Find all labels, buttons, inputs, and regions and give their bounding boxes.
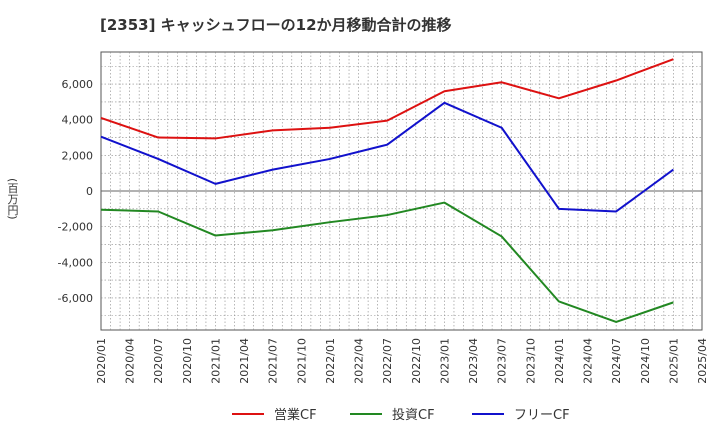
- x-tick-label: 2023/10: [524, 338, 537, 384]
- y-tick-label: -2,000: [58, 221, 93, 234]
- x-tick-label: 2024/04: [582, 338, 595, 384]
- y-tick-label: 0: [86, 185, 93, 198]
- x-tick-label: 2021/10: [295, 338, 308, 384]
- x-tick-label: 2022/04: [353, 338, 366, 384]
- y-tick-label: -4,000: [58, 256, 93, 269]
- y-tick-label: 6,000: [62, 78, 94, 91]
- x-tick-label: 2023/01: [438, 338, 451, 384]
- y-tick-label: 4,000: [62, 114, 94, 127]
- x-tick-label: 2023/07: [496, 338, 509, 384]
- x-tick-label: 2021/01: [209, 338, 222, 384]
- x-tick-label: 2022/01: [324, 338, 337, 384]
- legend-label: フリーCF: [514, 408, 570, 423]
- legend-label: 営業CF: [274, 407, 317, 423]
- x-tick-label: 2023/04: [467, 338, 480, 384]
- chart-title: [2353] キャッシュフローの12か月移動合計の推移: [100, 16, 452, 34]
- legend-label: 投資CF: [392, 407, 435, 423]
- x-tick-label: 2024/10: [639, 338, 652, 384]
- x-tick-label: 2020/01: [95, 338, 108, 384]
- y-axis-label: (百万円): [6, 178, 19, 220]
- x-tick-label: 2021/07: [267, 338, 280, 384]
- x-tick-label: 2020/04: [124, 338, 137, 384]
- y-tick-label: 2,000: [62, 149, 94, 162]
- x-tick-label: 2020/07: [152, 338, 165, 384]
- x-tick-label: 2021/04: [238, 338, 251, 384]
- x-tick-label: 2024/01: [553, 338, 566, 384]
- x-tick-label: 2020/10: [181, 338, 194, 384]
- x-tick-label: 2024/07: [610, 338, 623, 384]
- x-tick-label: 2022/07: [381, 338, 394, 384]
- y-tick-label: -6,000: [58, 292, 93, 305]
- x-tick-label: 2025/01: [667, 338, 680, 384]
- x-tick-label: 2022/10: [410, 338, 423, 384]
- x-tick-label: 2025/04: [696, 338, 709, 384]
